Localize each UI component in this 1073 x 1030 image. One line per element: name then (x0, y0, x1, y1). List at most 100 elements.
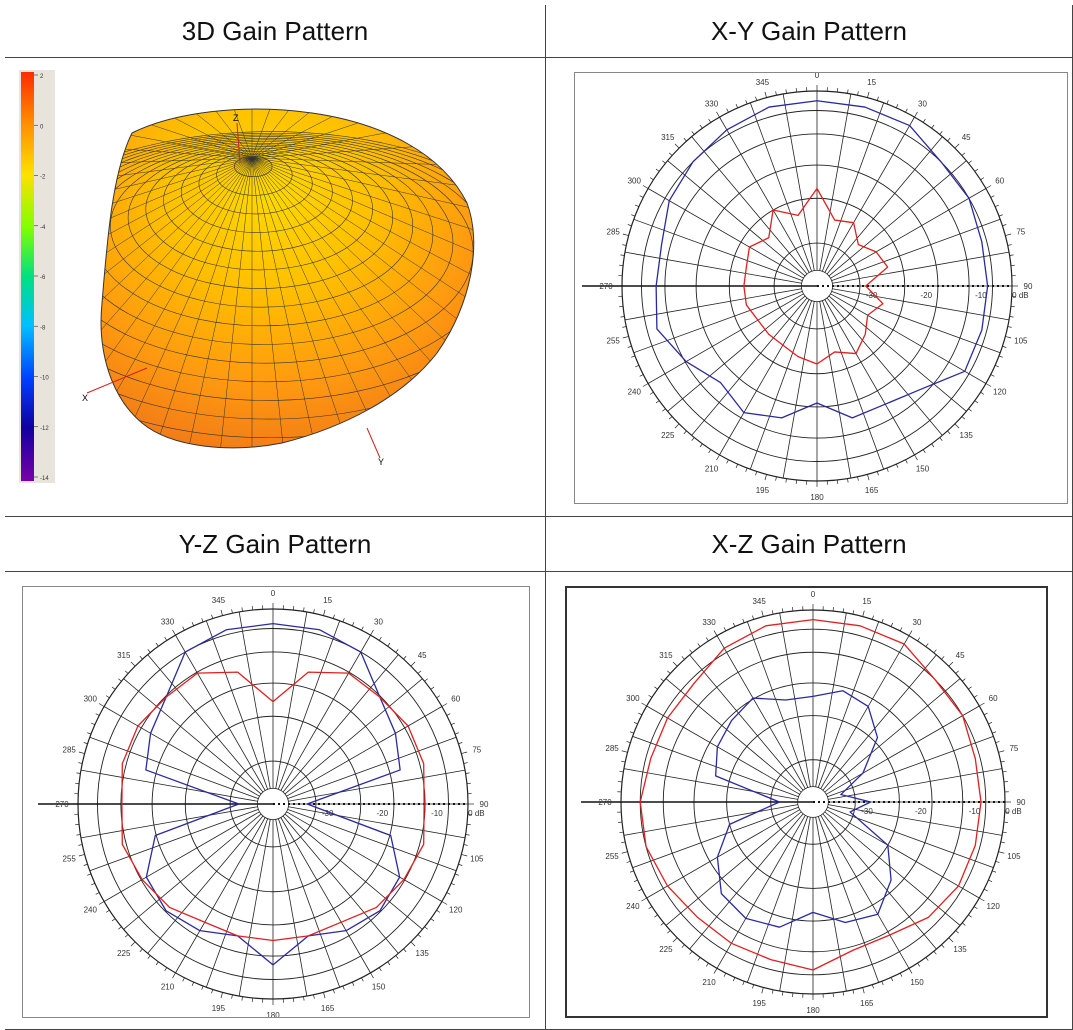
xy-angle-label: 150 (916, 465, 930, 474)
xy-tick (947, 137, 951, 142)
xz-angle-label: 120 (986, 902, 1000, 911)
xy-tick (922, 118, 926, 123)
yz-polar-plot: 0 15 30 45 60 75 90 105 120 135 150 165 180 195 210 225… (38, 589, 489, 1020)
mesh-ring (101, 141, 454, 345)
xz-tick (619, 831, 624, 834)
xz-angle-label: 75 (1009, 744, 1018, 753)
xy-spoke (782, 93, 815, 271)
xz-tick (995, 741, 1000, 744)
xz-tick (641, 897, 647, 902)
yz-tick (87, 732, 92, 735)
yz-tick (387, 961, 391, 966)
xy-angle-label: 120 (993, 388, 1007, 397)
xz-angle-label: 225 (659, 945, 673, 954)
yz-angle-label: 240 (84, 906, 98, 915)
yz-tick (155, 642, 159, 647)
xz-tick (842, 991, 845, 996)
xy-tick (895, 463, 899, 468)
xz-spoke (815, 612, 847, 787)
xy-tick (980, 177, 985, 181)
xz-angle-label: 345 (752, 597, 766, 606)
xy-tick (745, 467, 748, 472)
mesh-meridian (125, 157, 253, 448)
xy-radial-label: -30 (866, 291, 878, 300)
xy-spoke (624, 251, 802, 284)
xz-spoke (826, 705, 980, 795)
yz-tick (95, 713, 100, 716)
xz-tick (621, 841, 626, 844)
yz-tick (118, 678, 122, 682)
yz-tick (436, 695, 441, 699)
xz-tick (1002, 770, 1007, 773)
yz-angle-label: 30 (374, 617, 383, 626)
xz-tick (988, 879, 993, 883)
yz-angle-label: 180 (266, 1011, 280, 1017)
xz-angle-label: 15 (862, 597, 871, 606)
xy-spoke (667, 295, 806, 412)
yz-center-hub (256, 787, 289, 820)
yz-tick (361, 626, 364, 631)
xz-tick (761, 610, 764, 617)
yz-tick (241, 607, 243, 612)
yz-spoke (280, 634, 371, 791)
xz-tick (648, 694, 653, 698)
xz-tick (992, 731, 997, 734)
yz-angle-label: 105 (470, 855, 484, 864)
yz-tick (454, 732, 459, 735)
yz-tick (164, 967, 168, 972)
yz-tick (211, 614, 214, 619)
xy-tick (726, 459, 729, 464)
yz-spoke (103, 706, 260, 797)
xz-angle-label: 315 (659, 651, 673, 660)
xy-tick (627, 345, 632, 348)
xy-tick (947, 430, 951, 435)
xy-tick (1007, 244, 1012, 246)
xz-spoke (828, 804, 1003, 836)
mesh-meridian (101, 157, 253, 448)
yz-tick (342, 985, 345, 990)
xy-tick (974, 400, 979, 404)
xy-tick (726, 108, 729, 113)
xy-angle-label: 75 (1016, 227, 1025, 236)
yz-tick (155, 961, 159, 966)
xz-tick (1000, 841, 1005, 844)
yz-tick (83, 742, 88, 745)
xy-angle-label: 90 (1024, 282, 1033, 291)
xz-tick (742, 981, 745, 986)
yz-angle-label: 285 (63, 745, 77, 754)
xy-tick (914, 111, 918, 118)
xz-tick (648, 906, 653, 910)
xz-tick (641, 702, 647, 707)
xz-tick (998, 750, 1005, 753)
xy-tick (755, 471, 758, 476)
mesh-meridian (251, 157, 474, 231)
xz-tick (633, 721, 638, 725)
yz-spoke (205, 620, 269, 790)
yz-tick (378, 967, 382, 972)
yz-tick (182, 626, 185, 631)
xy-tick (631, 214, 636, 217)
xy-tick (668, 416, 673, 420)
xz-tick (968, 914, 972, 918)
xy-tick (985, 383, 992, 387)
xy-angle-label: 0 (815, 73, 820, 80)
xy-tick (668, 152, 673, 156)
xy-spoke (647, 293, 804, 384)
title-yz-text: Y-Z Gain Pattern (178, 528, 372, 559)
xz-tick (626, 860, 631, 863)
xz-radial-label: -30 (861, 807, 873, 816)
yz-tick (323, 992, 326, 999)
yz-tick (417, 934, 422, 938)
xy-tick (867, 91, 870, 98)
xy-spoke (749, 300, 813, 470)
yz-tick (130, 941, 136, 947)
mesh-meridian (251, 109, 338, 159)
xy-tick (674, 143, 680, 149)
xz-tick (925, 643, 929, 647)
xz-spoke (815, 817, 847, 992)
yz-tick (424, 926, 428, 930)
yz-tick (124, 670, 129, 674)
xz-angle-label: 285 (605, 744, 619, 753)
xy-tick (961, 416, 966, 420)
yz-angle-label: 315 (117, 651, 131, 660)
